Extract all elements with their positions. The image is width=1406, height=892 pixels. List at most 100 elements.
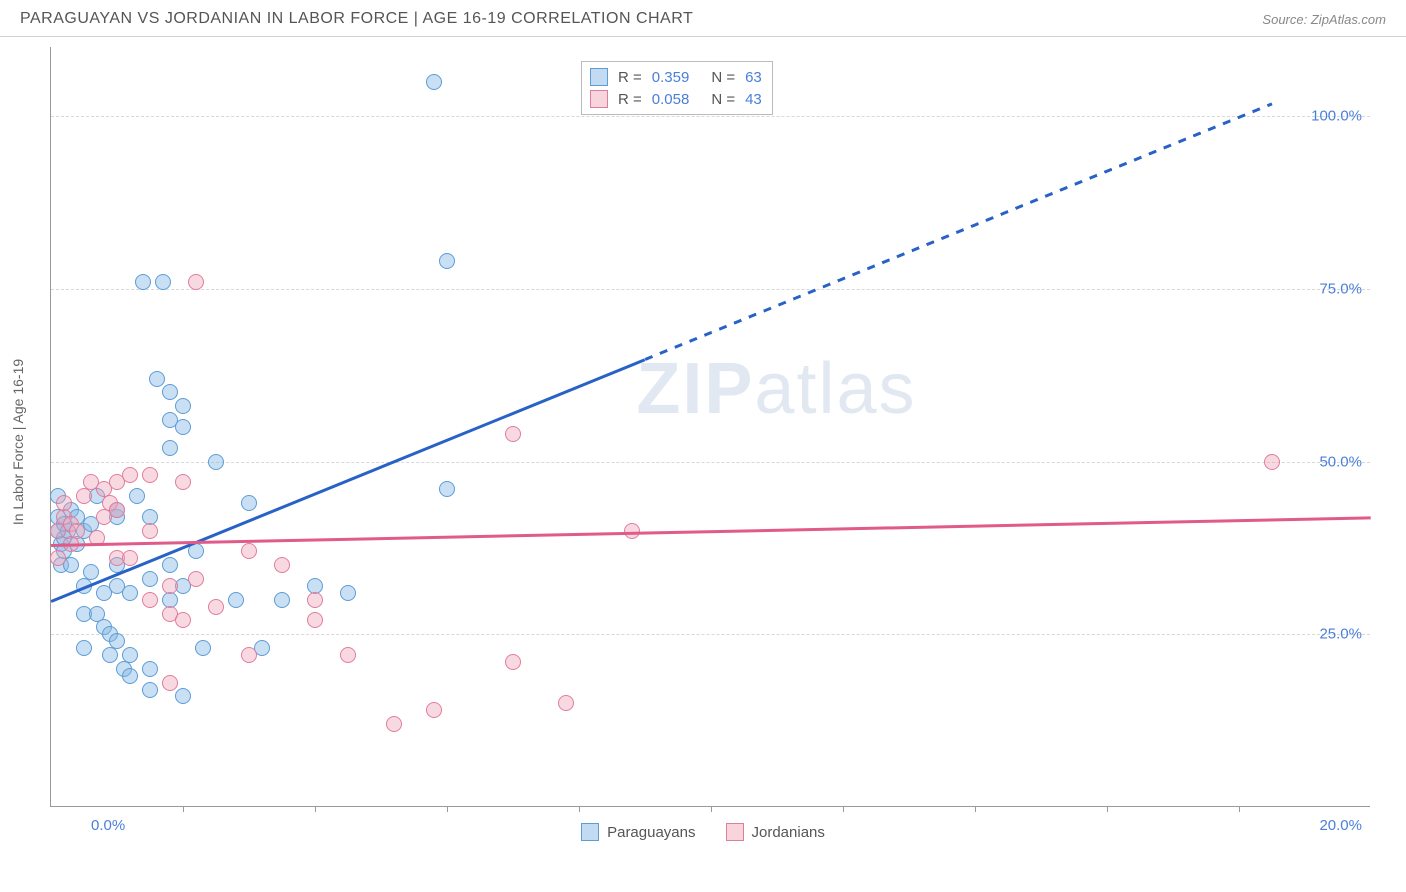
legend-item-paraguayans: Paraguayans bbox=[581, 823, 695, 841]
scatter-point bbox=[142, 592, 158, 608]
y-tick-label: 100.0% bbox=[1311, 108, 1362, 125]
n-value-2: 43 bbox=[745, 91, 762, 108]
scatter-point bbox=[439, 481, 455, 497]
scatter-point bbox=[208, 599, 224, 615]
scatter-point bbox=[142, 571, 158, 587]
scatter-plot: ZIPatlas R = 0.359 N = 63 R = 0.058 N = … bbox=[50, 47, 1370, 807]
scatter-point bbox=[122, 550, 138, 566]
scatter-point bbox=[558, 695, 574, 711]
x-tick bbox=[1107, 806, 1108, 812]
scatter-point bbox=[135, 274, 151, 290]
scatter-point bbox=[50, 550, 66, 566]
scatter-point bbox=[69, 523, 85, 539]
scatter-point bbox=[307, 612, 323, 628]
series-legend: Paraguayans Jordanians bbox=[0, 823, 1406, 841]
scatter-point bbox=[83, 564, 99, 580]
scatter-point bbox=[122, 585, 138, 601]
scatter-point bbox=[162, 384, 178, 400]
scatter-point bbox=[241, 647, 257, 663]
scatter-point bbox=[624, 523, 640, 539]
scatter-point bbox=[102, 647, 118, 663]
scatter-point bbox=[195, 640, 211, 656]
scatter-point bbox=[122, 467, 138, 483]
y-axis-title: In Labor Force | Age 16-19 bbox=[10, 359, 26, 525]
y-tick-label: 25.0% bbox=[1319, 626, 1362, 643]
watermark-atlas: atlas bbox=[754, 349, 916, 429]
scatter-point bbox=[142, 523, 158, 539]
trend-line bbox=[645, 102, 1273, 360]
swatch-pink bbox=[590, 90, 608, 108]
gridline bbox=[51, 289, 1370, 290]
n-label: N = bbox=[711, 69, 735, 86]
r-label: R = bbox=[618, 69, 642, 86]
scatter-point bbox=[142, 467, 158, 483]
scatter-point bbox=[340, 647, 356, 663]
correlation-legend: R = 0.359 N = 63 R = 0.058 N = 43 bbox=[581, 61, 773, 115]
scatter-point bbox=[386, 716, 402, 732]
x-tick bbox=[843, 806, 844, 812]
swatch-blue bbox=[590, 68, 608, 86]
scatter-point bbox=[274, 557, 290, 573]
n-label: N = bbox=[711, 91, 735, 108]
r-label: R = bbox=[618, 91, 642, 108]
x-tick bbox=[447, 806, 448, 812]
source-attribution: Source: ZipAtlas.com bbox=[1262, 12, 1386, 27]
trend-line bbox=[51, 358, 646, 602]
scatter-point bbox=[56, 495, 72, 511]
scatter-point bbox=[109, 502, 125, 518]
scatter-point bbox=[162, 440, 178, 456]
scatter-point bbox=[439, 253, 455, 269]
scatter-point bbox=[1264, 454, 1280, 470]
scatter-point bbox=[307, 592, 323, 608]
scatter-point bbox=[241, 543, 257, 559]
gridline bbox=[51, 462, 1370, 463]
y-tick-label: 50.0% bbox=[1319, 453, 1362, 470]
x-tick bbox=[183, 806, 184, 812]
source-label: Source: bbox=[1262, 12, 1307, 27]
watermark: ZIPatlas bbox=[636, 348, 916, 430]
scatter-point bbox=[129, 488, 145, 504]
scatter-point bbox=[505, 654, 521, 670]
y-tick-label: 75.0% bbox=[1319, 280, 1362, 297]
scatter-point bbox=[175, 474, 191, 490]
legend-label-1: Paraguayans bbox=[607, 824, 695, 841]
source-value: ZipAtlas.com bbox=[1311, 12, 1386, 27]
scatter-point bbox=[142, 682, 158, 698]
scatter-point bbox=[122, 668, 138, 684]
scatter-point bbox=[175, 612, 191, 628]
scatter-point bbox=[142, 661, 158, 677]
scatter-point bbox=[175, 688, 191, 704]
scatter-point bbox=[274, 592, 290, 608]
scatter-point bbox=[505, 426, 521, 442]
scatter-point bbox=[340, 585, 356, 601]
x-tick bbox=[1239, 806, 1240, 812]
x-tick bbox=[315, 806, 316, 812]
legend-item-jordanians: Jordanians bbox=[726, 823, 825, 841]
gridline bbox=[51, 634, 1370, 635]
chart-title: PARAGUAYAN VS JORDANIAN IN LABOR FORCE |… bbox=[20, 10, 693, 28]
scatter-point bbox=[188, 274, 204, 290]
scatter-point bbox=[149, 371, 165, 387]
scatter-point bbox=[175, 398, 191, 414]
x-tick bbox=[711, 806, 712, 812]
scatter-point bbox=[188, 571, 204, 587]
scatter-point bbox=[208, 454, 224, 470]
swatch-pink bbox=[726, 823, 744, 841]
watermark-zip: ZIP bbox=[636, 349, 754, 429]
scatter-point bbox=[426, 702, 442, 718]
scatter-point bbox=[155, 274, 171, 290]
scatter-point bbox=[162, 557, 178, 573]
swatch-blue bbox=[581, 823, 599, 841]
scatter-point bbox=[426, 74, 442, 90]
r-value-1: 0.359 bbox=[652, 69, 690, 86]
chart-area: In Labor Force | Age 16-19 ZIPatlas R = … bbox=[0, 37, 1406, 847]
scatter-point bbox=[76, 488, 92, 504]
scatter-point bbox=[228, 592, 244, 608]
scatter-point bbox=[162, 578, 178, 594]
scatter-point bbox=[162, 675, 178, 691]
legend-label-2: Jordanians bbox=[752, 824, 825, 841]
title-bar: PARAGUAYAN VS JORDANIAN IN LABOR FORCE |… bbox=[0, 0, 1406, 37]
x-tick bbox=[975, 806, 976, 812]
scatter-point bbox=[241, 495, 257, 511]
r-value-2: 0.058 bbox=[652, 91, 690, 108]
